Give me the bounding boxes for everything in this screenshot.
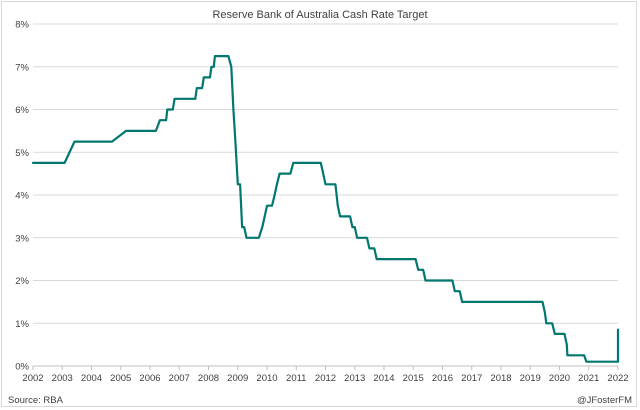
x-tick-label: 2015 bbox=[403, 373, 424, 384]
x-tick-label: 2019 bbox=[520, 373, 541, 384]
credit-label: @JFosterFM bbox=[577, 395, 632, 406]
chart-title: Reserve Bank of Australia Cash Rate Targ… bbox=[212, 9, 427, 21]
x-tick-label: 2014 bbox=[373, 373, 394, 384]
x-tick-label: 2006 bbox=[139, 373, 160, 384]
y-tick-label: 0% bbox=[15, 362, 29, 373]
y-tick-label: 3% bbox=[15, 233, 29, 244]
x-tick-label: 2011 bbox=[286, 373, 306, 384]
x-tick-label: 2018 bbox=[490, 373, 511, 384]
x-tick-label: 2012 bbox=[315, 373, 336, 384]
y-tick-label: 1% bbox=[15, 319, 29, 330]
x-tick-label: 2010 bbox=[256, 373, 277, 384]
x-axis-ticks bbox=[32, 366, 619, 370]
series-line bbox=[31, 54, 620, 363]
x-tick-label: 2022 bbox=[607, 373, 628, 384]
x-tick-label: 2008 bbox=[198, 373, 219, 384]
x-tick-label: 2009 bbox=[227, 373, 248, 384]
y-tick-label: 4% bbox=[15, 191, 29, 202]
gridlines bbox=[33, 23, 618, 324]
x-tick-label: 2020 bbox=[549, 373, 570, 384]
x-tick-label: 2013 bbox=[344, 373, 365, 384]
y-tick-label: 2% bbox=[15, 276, 29, 287]
x-tick-label: 2017 bbox=[461, 373, 482, 384]
y-tick-label: 8% bbox=[15, 20, 29, 31]
source-note: Source: RBA bbox=[8, 395, 64, 406]
x-axis-tick-labels: 2002 2003 2004 2005 2006 2007 2008 2009 2010 2011… bbox=[22, 373, 628, 384]
x-tick-label: 2016 bbox=[432, 373, 453, 384]
x-tick-label: 2007 bbox=[169, 373, 190, 384]
x-tick-label: 2021 bbox=[578, 373, 599, 384]
series-group bbox=[31, 54, 620, 363]
y-tick-label: 6% bbox=[15, 105, 29, 116]
x-tick-label: 2005 bbox=[110, 373, 131, 384]
y-tick-label: 7% bbox=[15, 62, 29, 73]
x-tick-label: 2003 bbox=[52, 373, 73, 384]
y-axis-tick-labels: 0% 1% 2% 3% 4% 5% 6% 7% 8% bbox=[15, 20, 29, 373]
x-tick-label: 2004 bbox=[81, 373, 102, 384]
x-tick-label: 2002 bbox=[22, 373, 43, 384]
y-tick-label: 5% bbox=[15, 148, 29, 159]
